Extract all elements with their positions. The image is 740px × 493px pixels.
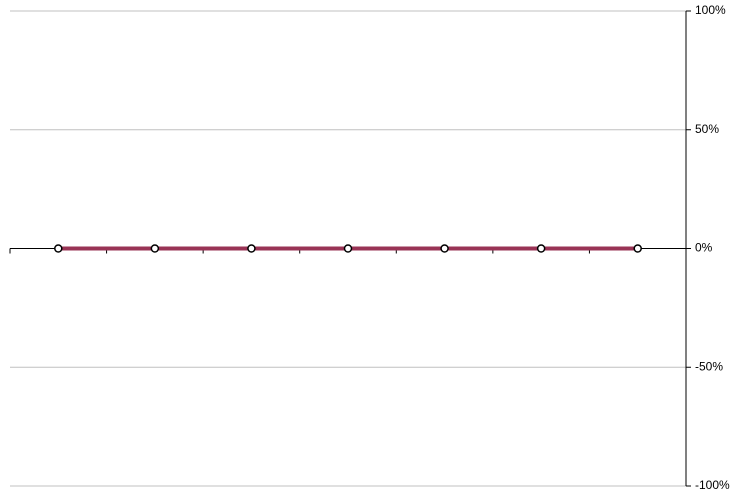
marker bbox=[54, 244, 63, 253]
marker bbox=[343, 244, 353, 253]
marker bbox=[150, 244, 160, 253]
y-tick-label: -100% bbox=[695, 478, 730, 492]
marker bbox=[536, 244, 546, 253]
y-tick-label: 100% bbox=[695, 3, 726, 17]
marker bbox=[440, 244, 449, 253]
marker bbox=[633, 244, 642, 253]
y-tick-label: 50% bbox=[695, 122, 719, 136]
y-tick-label: -50% bbox=[695, 359, 723, 373]
y-tick-label: 0% bbox=[695, 241, 713, 255]
marker bbox=[247, 244, 256, 253]
